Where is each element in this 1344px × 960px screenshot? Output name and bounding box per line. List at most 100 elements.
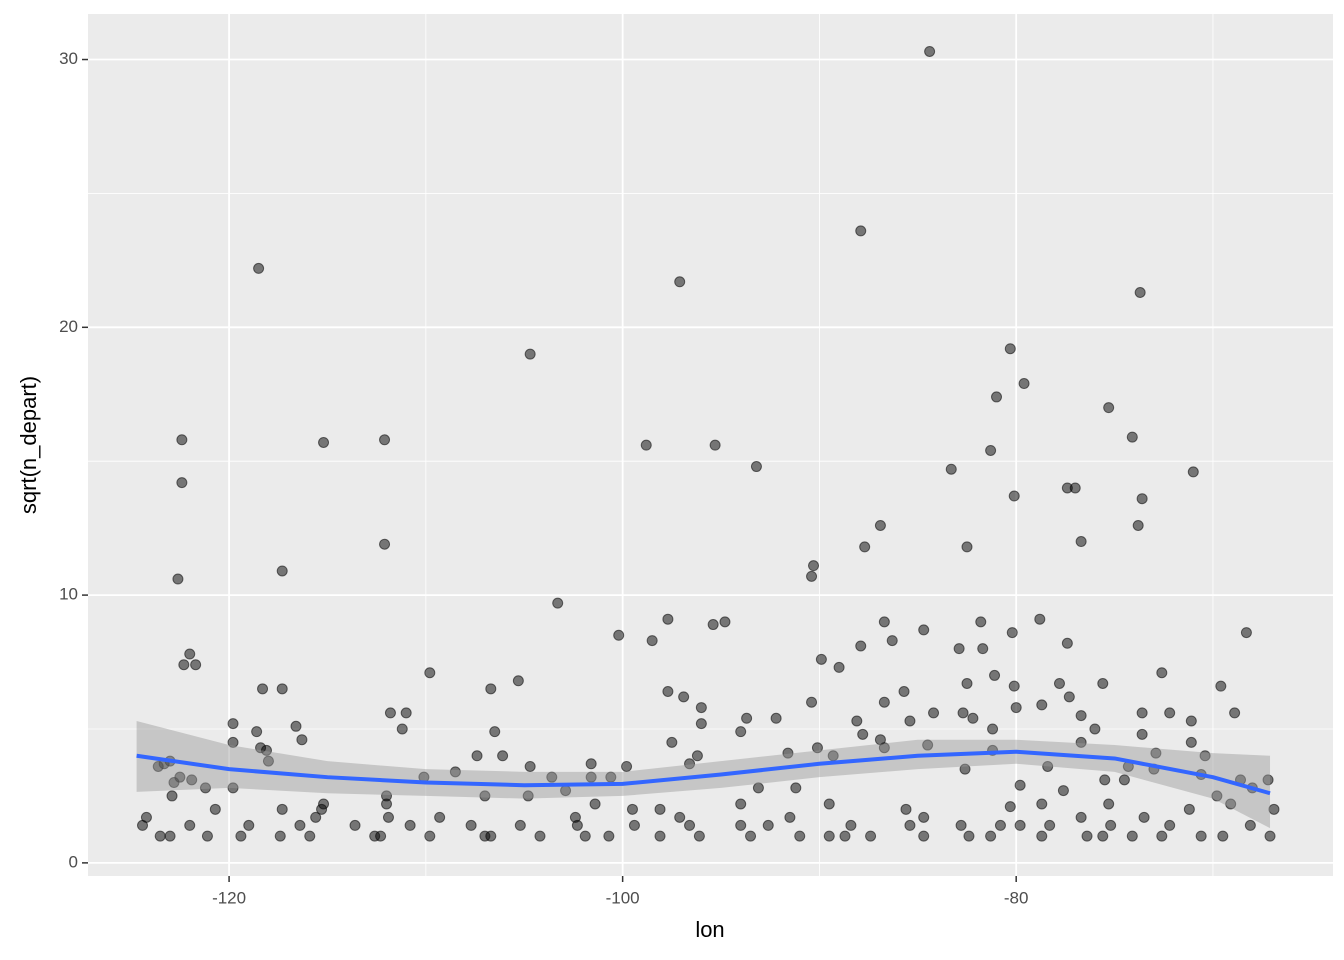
point [857,728,869,740]
point [928,707,940,719]
point [316,803,328,815]
point [900,803,912,815]
point [404,819,416,831]
point [1053,677,1065,689]
point [1136,493,1148,505]
point [424,830,436,842]
point [166,790,178,802]
point [1036,699,1048,711]
point [1264,830,1276,842]
point [1014,819,1026,831]
point [524,348,536,360]
point [1244,819,1256,831]
point [815,653,827,665]
point [918,811,930,823]
y-axis-title: sqrt(n_depart) [16,376,41,514]
point [1097,830,1109,842]
point [379,538,391,550]
x-tick-label: -120 [212,888,246,907]
point [465,819,477,831]
point [977,643,989,655]
point [878,696,890,708]
point [318,436,330,448]
point [945,463,957,475]
point [1199,750,1211,762]
point [514,819,526,831]
point [1075,811,1087,823]
point [1097,677,1109,689]
x-tick-label: -100 [606,888,640,907]
point [1268,803,1280,815]
point [693,830,705,842]
y-tick-label: 0 [69,852,78,871]
point [845,819,857,831]
point [190,659,202,671]
point [654,830,666,842]
point [961,541,973,553]
point [1008,490,1020,502]
point [709,439,721,451]
point [382,811,394,823]
point [666,736,678,748]
point [176,434,188,446]
point [168,777,180,789]
point [209,803,221,815]
point [512,675,524,687]
point [276,683,288,695]
point [955,819,967,831]
point [1156,830,1168,842]
point [243,819,255,831]
point [1057,785,1069,797]
point [674,276,686,288]
point [1063,691,1075,703]
point [918,624,930,636]
point [613,629,625,641]
point [1225,798,1237,810]
point [855,225,867,237]
point [1150,747,1162,759]
point [735,798,747,810]
point [400,707,412,719]
point [674,811,686,823]
point [963,830,975,842]
point [745,830,757,842]
point [201,830,213,842]
point [1187,466,1199,478]
point [176,477,188,489]
point [1018,378,1030,390]
point [471,750,483,762]
point [684,819,696,831]
point [1229,707,1241,719]
point [741,712,753,724]
point [1211,790,1223,802]
point [1075,710,1087,722]
point [811,742,823,754]
point [770,712,782,724]
point [806,570,818,582]
point [1183,803,1195,815]
point [1138,811,1150,823]
point [1164,707,1176,719]
point [1089,723,1101,735]
point [227,736,239,748]
point [678,691,690,703]
point [1008,680,1020,692]
point [1103,798,1115,810]
point [375,830,387,842]
point [154,830,166,842]
smooth-line [136,749,1271,796]
point [961,677,973,689]
point [262,755,274,767]
point [1036,830,1048,842]
y-tick-label: 10 [59,585,78,604]
point [922,739,934,751]
point [152,760,164,772]
point [186,774,198,786]
point [695,702,707,714]
point [260,744,272,756]
point [994,819,1006,831]
point [823,798,835,810]
point [1010,702,1022,714]
point [253,262,265,274]
point [874,519,886,531]
